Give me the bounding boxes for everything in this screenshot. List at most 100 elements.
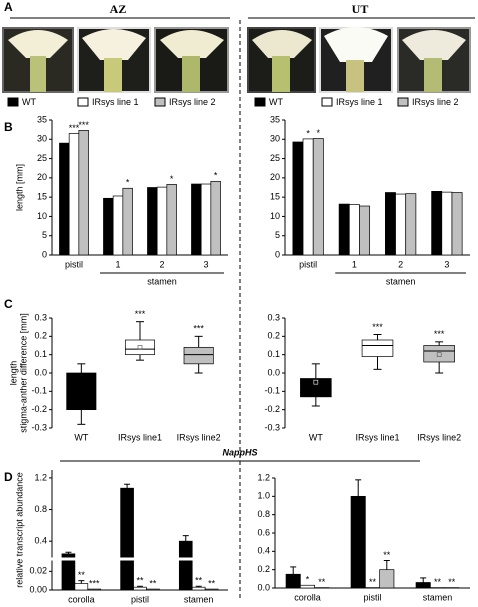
y-tick-label: 0.2 — [257, 564, 270, 574]
significance: *** — [78, 120, 89, 130]
bar — [87, 588, 102, 591]
x-tick-label: 3 — [203, 259, 208, 269]
y-tick-label: 0.0 — [257, 582, 270, 592]
mean — [313, 379, 319, 385]
significance: ** — [208, 578, 216, 588]
panel-label: A — [4, 0, 13, 14]
bar — [395, 193, 407, 256]
y-axis-label: length — [8, 361, 18, 386]
bar — [200, 183, 212, 256]
y-tick-label: 0.3 — [267, 312, 280, 322]
y-tick-label: -0.2 — [264, 404, 280, 414]
mean — [436, 352, 442, 357]
bar — [146, 588, 160, 591]
bar — [178, 540, 193, 591]
y-tick-label: 25 — [37, 153, 47, 163]
bar — [379, 569, 395, 589]
y-tick-label: 0.0 — [34, 367, 47, 377]
bar — [68, 133, 80, 256]
bar — [359, 205, 370, 256]
y-tick-label: 20 — [37, 172, 47, 182]
bar — [350, 495, 366, 589]
y-tick-label: -0.3 — [31, 422, 47, 432]
x-tick-label: IRsys line2 — [417, 432, 461, 442]
x-tick-label: pistil — [299, 259, 317, 269]
y-tick-label: 30 — [270, 134, 280, 144]
significance: * — [306, 128, 310, 138]
legend-label: IRsys line 2 — [412, 97, 459, 107]
significance: * — [214, 171, 218, 181]
photos — [2, 27, 471, 93]
box — [300, 378, 332, 398]
y-tick-label: 0 — [275, 249, 280, 259]
bar — [338, 203, 350, 256]
panel-label: C — [4, 297, 13, 311]
significance: ** — [383, 550, 391, 560]
legend-label: IRsys line 2 — [169, 97, 216, 107]
bar — [348, 204, 360, 256]
significance: *** — [193, 324, 204, 334]
y-tick-label: 0.0 — [267, 367, 280, 377]
y-axis-label: length [mm] — [14, 164, 24, 211]
box — [124, 339, 156, 356]
x-tick-label: WT — [309, 432, 323, 442]
x-tick-label: 2 — [159, 259, 164, 269]
bar — [191, 183, 202, 256]
group-title: AZ — [110, 2, 127, 16]
legend-swatch — [77, 97, 89, 107]
y-tick-label: 0.2 — [267, 331, 280, 341]
y-tick-label: -0.3 — [264, 422, 280, 432]
y-tick-label: 1.2 — [34, 472, 47, 482]
y-tick-label: 0.1 — [267, 349, 280, 359]
x-tick-label: WT — [74, 432, 88, 442]
x-tick-label: IRsys line1 — [118, 432, 162, 442]
y-tick-label: 0.02 — [29, 566, 47, 576]
bar — [451, 192, 463, 256]
x-tick-label: stamen — [423, 592, 453, 602]
y-tick-label: 0.1 — [34, 349, 47, 359]
x-tick-label: IRsys line2 — [177, 432, 221, 442]
significance: *** — [372, 322, 383, 332]
x-tick-label: pistil — [363, 592, 381, 602]
significance: * — [170, 174, 174, 184]
y-tick-label: 0.6 — [257, 527, 270, 537]
bar — [210, 180, 221, 256]
y-tick-label: 5 — [275, 230, 280, 240]
y-tick-label: 0.4 — [257, 546, 270, 556]
significance: * — [317, 128, 321, 138]
y-tick-label: -0.1 — [264, 386, 280, 396]
gene-label: NappHS — [222, 447, 257, 457]
y-tick-label: 1.2 — [257, 472, 270, 482]
legend-swatch — [154, 97, 166, 107]
bar — [312, 138, 324, 256]
bar — [441, 191, 453, 256]
y-tick-label: 10 — [270, 211, 280, 221]
y-tick-label: 5 — [42, 230, 47, 240]
panel-label: D — [4, 470, 13, 484]
x-tick-label: corolla — [68, 594, 95, 604]
y-tick-label: 0.4 — [34, 536, 47, 546]
bar — [300, 584, 316, 589]
bar — [103, 197, 114, 256]
y-tick-label: 30 — [37, 134, 47, 144]
x-tick-label: 3 — [444, 259, 449, 269]
box — [183, 346, 214, 365]
bar — [431, 191, 443, 256]
y-tick-label: 15 — [270, 192, 280, 202]
x-tick-label: pistil — [131, 594, 149, 604]
bar — [59, 142, 70, 256]
bar — [292, 141, 304, 256]
bar — [385, 192, 396, 256]
significance: ** — [195, 576, 203, 586]
legend-swatch — [397, 97, 409, 107]
bar — [120, 487, 134, 591]
x-tick-label: stamen — [184, 594, 214, 604]
bar — [74, 583, 89, 591]
y-tick-label: 0.8 — [257, 509, 270, 519]
box — [423, 345, 455, 363]
y-tick-label: -0.1 — [31, 386, 47, 396]
legend-label: WT — [22, 97, 36, 107]
y-tick-label: 0.3 — [34, 312, 47, 322]
bar — [302, 138, 314, 256]
y-tick-label: 0 — [42, 249, 47, 259]
